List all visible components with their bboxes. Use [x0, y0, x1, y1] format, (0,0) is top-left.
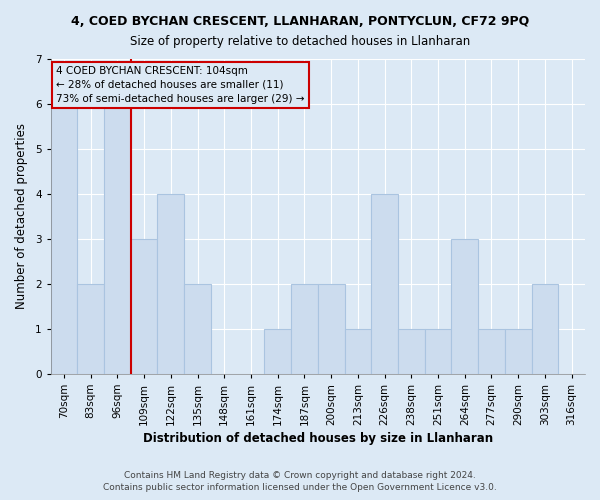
Bar: [371, 194, 398, 374]
Bar: [291, 284, 318, 374]
Bar: [478, 329, 505, 374]
Bar: [344, 329, 371, 374]
Bar: [398, 329, 425, 374]
Text: 4, COED BYCHAN CRESCENT, LLANHARAN, PONTYCLUN, CF72 9PQ: 4, COED BYCHAN CRESCENT, LLANHARAN, PONT…: [71, 15, 529, 28]
Bar: [104, 104, 131, 374]
Text: Contains HM Land Registry data © Crown copyright and database right 2024.
Contai: Contains HM Land Registry data © Crown c…: [103, 470, 497, 492]
Bar: [50, 104, 77, 374]
Bar: [184, 284, 211, 374]
Bar: [425, 329, 451, 374]
Bar: [157, 194, 184, 374]
X-axis label: Distribution of detached houses by size in Llanharan: Distribution of detached houses by size …: [143, 432, 493, 445]
Bar: [77, 284, 104, 374]
Bar: [505, 329, 532, 374]
Bar: [451, 239, 478, 374]
Bar: [532, 284, 558, 374]
Bar: [131, 239, 157, 374]
Text: 4 COED BYCHAN CRESCENT: 104sqm
← 28% of detached houses are smaller (11)
73% of : 4 COED BYCHAN CRESCENT: 104sqm ← 28% of …: [56, 66, 304, 104]
Y-axis label: Number of detached properties: Number of detached properties: [15, 124, 28, 310]
Text: Size of property relative to detached houses in Llanharan: Size of property relative to detached ho…: [130, 35, 470, 48]
Bar: [265, 329, 291, 374]
Bar: [318, 284, 344, 374]
